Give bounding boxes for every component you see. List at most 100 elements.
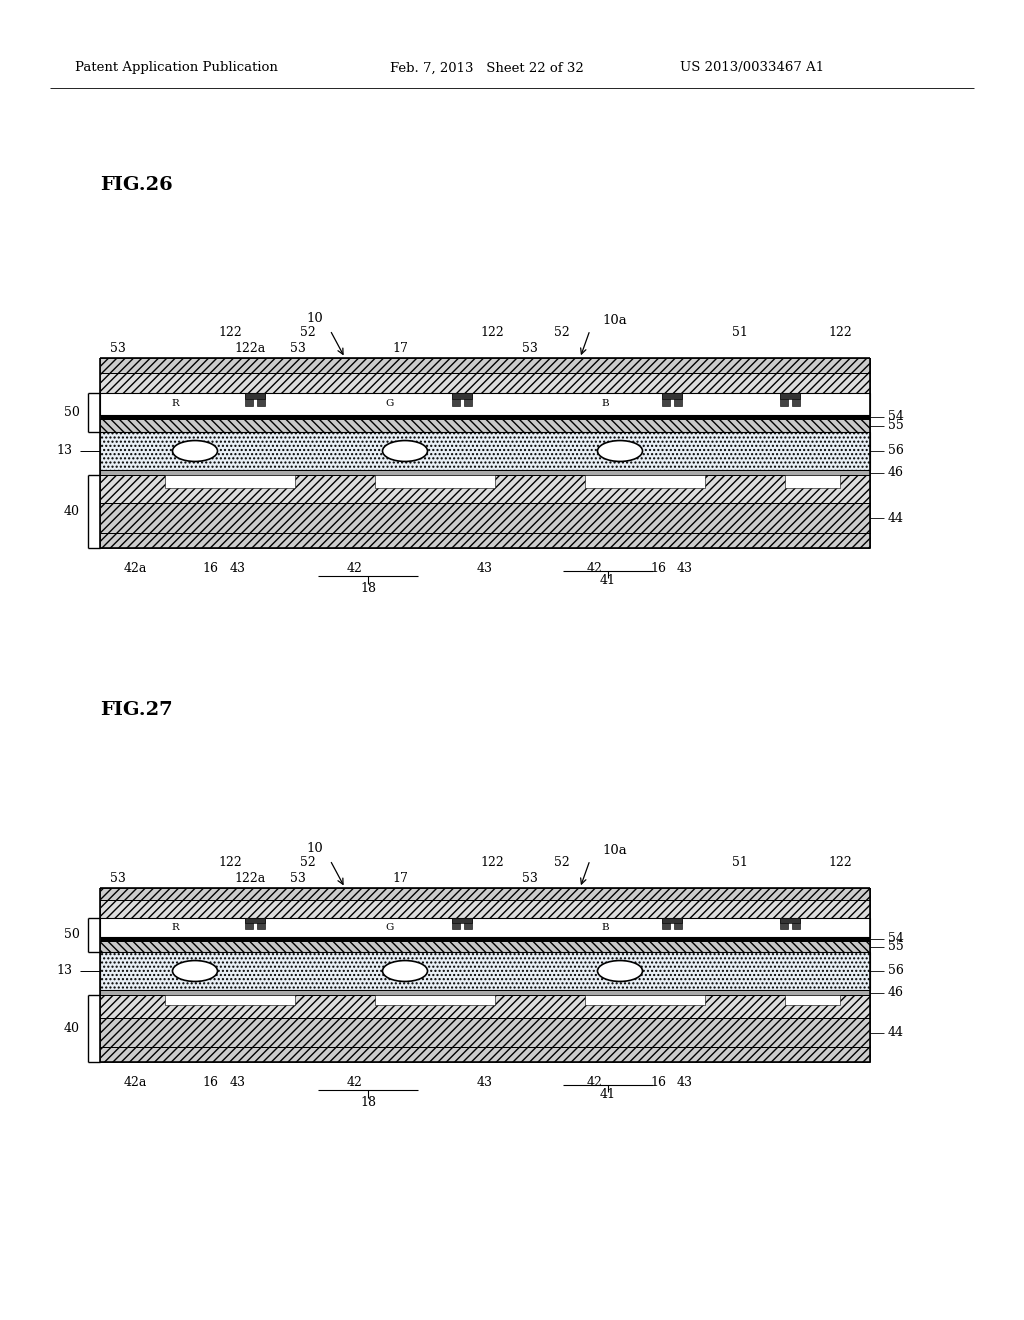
Text: 56: 56 (888, 445, 904, 458)
Bar (792, 917, 800, 929)
Text: 16: 16 (650, 1076, 666, 1089)
Bar (245, 393, 265, 399)
Bar (245, 917, 265, 923)
Text: 43: 43 (230, 1076, 246, 1089)
Text: 122: 122 (480, 855, 504, 869)
Text: 56: 56 (888, 965, 904, 978)
Ellipse shape (383, 961, 427, 982)
Bar (100, 418, 870, 432)
Bar (585, 995, 705, 1006)
Text: 53: 53 (290, 871, 306, 884)
Ellipse shape (597, 441, 642, 462)
Text: 42: 42 (587, 561, 603, 574)
Bar (585, 475, 705, 487)
Text: 52: 52 (300, 326, 315, 338)
Text: 17: 17 (392, 871, 408, 884)
Text: 53: 53 (110, 871, 126, 884)
Text: 122: 122 (218, 855, 242, 869)
Bar (100, 941, 870, 952)
Bar (245, 917, 253, 929)
Bar (792, 393, 800, 407)
Text: G: G (386, 400, 394, 408)
Text: 53: 53 (522, 871, 538, 884)
Text: FIG.26: FIG.26 (100, 176, 173, 194)
Text: 122a: 122a (234, 342, 265, 355)
Text: 51: 51 (732, 326, 748, 338)
Text: 43: 43 (477, 561, 493, 574)
Text: 122: 122 (480, 326, 504, 338)
Text: 43: 43 (230, 561, 246, 574)
Text: 13: 13 (56, 445, 72, 458)
Bar (257, 917, 265, 929)
Text: R: R (171, 400, 179, 408)
Bar (785, 475, 840, 487)
Text: 50: 50 (65, 928, 80, 941)
Ellipse shape (597, 961, 642, 982)
Text: 42: 42 (587, 1076, 603, 1089)
Bar (452, 917, 472, 923)
Text: B: B (601, 400, 609, 408)
Bar (100, 900, 870, 917)
Bar (100, 888, 870, 900)
Bar (662, 393, 670, 407)
Bar (100, 937, 870, 941)
Text: 42a: 42a (123, 561, 146, 574)
Bar (100, 917, 870, 937)
Text: 10a: 10a (603, 843, 628, 857)
Bar (780, 393, 800, 399)
Bar (662, 917, 670, 929)
Bar (375, 995, 495, 1006)
Text: 51: 51 (732, 855, 748, 869)
Text: 46: 46 (888, 466, 904, 479)
Bar (464, 393, 472, 407)
Bar (100, 414, 870, 418)
Bar (100, 1018, 870, 1047)
Bar (375, 475, 495, 487)
Text: 16: 16 (202, 1076, 218, 1089)
Text: Feb. 7, 2013   Sheet 22 of 32: Feb. 7, 2013 Sheet 22 of 32 (390, 62, 584, 74)
Text: 18: 18 (360, 582, 376, 594)
Text: G: G (386, 923, 394, 932)
Text: 50: 50 (65, 407, 80, 418)
Text: 122: 122 (828, 855, 852, 869)
Text: 10: 10 (306, 842, 324, 854)
Text: 16: 16 (202, 561, 218, 574)
Text: 18: 18 (360, 1096, 376, 1109)
Text: 52: 52 (300, 855, 315, 869)
Bar (257, 393, 265, 407)
Text: 43: 43 (477, 1076, 493, 1089)
Bar (452, 393, 460, 407)
Bar (245, 393, 253, 407)
Text: 42: 42 (347, 561, 362, 574)
Text: 122: 122 (828, 326, 852, 338)
Bar (662, 393, 682, 399)
Ellipse shape (172, 441, 217, 462)
Text: 10: 10 (306, 312, 324, 325)
Bar (100, 393, 870, 414)
Bar (674, 393, 682, 407)
Text: 17: 17 (392, 342, 408, 355)
Bar (100, 1047, 870, 1063)
Bar (780, 917, 788, 929)
Bar (662, 917, 682, 923)
Text: 43: 43 (677, 1076, 693, 1089)
Bar (100, 503, 870, 533)
Text: US 2013/0033467 A1: US 2013/0033467 A1 (680, 62, 824, 74)
Bar (165, 995, 295, 1006)
Bar (100, 995, 870, 1018)
Bar (780, 393, 788, 407)
Text: R: R (171, 923, 179, 932)
Text: 52: 52 (554, 326, 570, 338)
Text: 53: 53 (110, 342, 126, 355)
Bar (100, 470, 870, 475)
Ellipse shape (172, 961, 217, 982)
Text: FIG.27: FIG.27 (100, 701, 173, 719)
Text: B: B (601, 923, 609, 932)
Bar (100, 533, 870, 548)
Bar (100, 358, 870, 374)
Text: 42: 42 (347, 1076, 362, 1089)
Bar (165, 475, 295, 487)
Text: 54: 54 (888, 411, 904, 424)
Text: 52: 52 (554, 855, 570, 869)
Bar (100, 432, 870, 470)
